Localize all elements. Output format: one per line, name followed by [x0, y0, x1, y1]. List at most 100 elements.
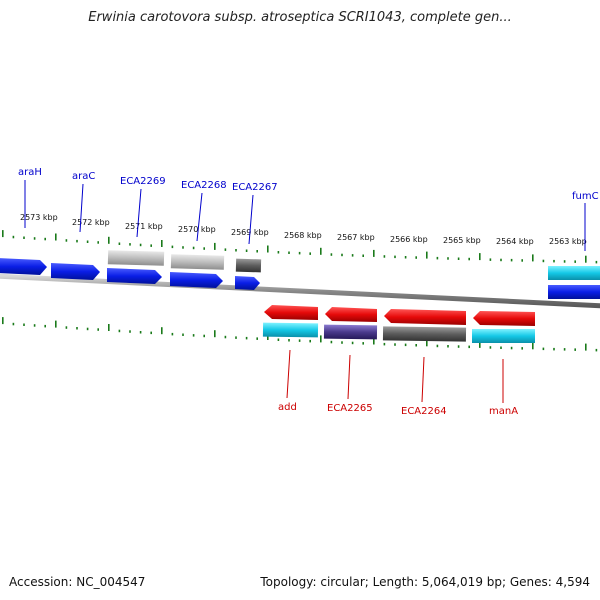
position-label: 2573 kbp [20, 213, 58, 222]
gene-label-fumc[interactable]: fumC [572, 191, 599, 202]
major-tick [108, 236, 110, 244]
minor-tick [65, 326, 68, 329]
major-tick [532, 254, 534, 262]
minor-tick [23, 323, 25, 326]
reverse-gene-labels: add ECA2265 ECA2264 manA [278, 402, 518, 417]
minor-tick [394, 343, 396, 346]
minor-tick [351, 341, 354, 345]
major-tick [214, 330, 216, 338]
minor-tick [574, 348, 576, 351]
position-label-group: 2573 kbp 2572 kbp 2571 kbp 2570 kbp 2569… [20, 213, 587, 246]
minor-tick [182, 246, 184, 249]
gene-label-add[interactable]: add [278, 402, 297, 413]
gene-feature-arrow[interactable] [264, 305, 318, 320]
minor-tick [171, 245, 174, 249]
minor-tick [245, 336, 248, 340]
minor-tick [489, 346, 492, 349]
minor-tick [203, 247, 205, 250]
reverse-gene-leaders [286, 349, 504, 403]
accession-text: Accession: NC_004547 [9, 575, 146, 589]
minor-tick [383, 255, 386, 258]
major-tick [108, 324, 110, 331]
minor-tick [97, 328, 99, 331]
minor-tick [256, 337, 258, 340]
minor-tick [500, 258, 502, 262]
minor-tick [404, 343, 407, 347]
major-tick [320, 247, 322, 255]
gene-label-eca2264[interactable]: ECA2264 [401, 406, 447, 417]
major-tick [214, 242, 216, 250]
gene-feature-block[interactable] [472, 329, 535, 343]
minor-tick [468, 345, 470, 349]
minor-tick [12, 322, 15, 326]
gene-feature-block[interactable] [548, 285, 600, 299]
gene-label-eca2267[interactable]: ECA2267 [232, 182, 278, 193]
minor-tick [44, 237, 46, 241]
gene-feature-arrow[interactable] [235, 276, 260, 290]
gene-feature-arrow[interactable] [170, 272, 223, 288]
minor-tick [351, 254, 354, 257]
genome-backbone [0, 273, 600, 309]
gene-feature-block[interactable] [548, 266, 600, 280]
position-label: 2570 kbp [178, 225, 216, 234]
gene-label-mana[interactable]: manA [489, 406, 518, 417]
major-tick [585, 255, 587, 263]
gene-label-eca2269[interactable]: ECA2269 [120, 176, 166, 187]
minor-tick [33, 324, 36, 327]
position-label: 2564 kbp [496, 237, 534, 246]
minor-tick [330, 253, 333, 256]
gene-feature-arrow[interactable] [51, 263, 100, 280]
gene-feature-block[interactable] [107, 250, 165, 266]
minor-tick [415, 344, 417, 347]
minor-tick [171, 332, 174, 336]
minor-tick [510, 346, 513, 350]
minor-tick [595, 348, 598, 352]
minor-tick [489, 258, 492, 261]
minor-tick [192, 246, 195, 250]
gene-label-eca2268[interactable]: ECA2268 [181, 180, 227, 191]
gene-feature-arrow[interactable] [0, 258, 47, 275]
gene-feature-arrow[interactable] [384, 309, 466, 325]
minor-tick [224, 248, 227, 251]
forward-strand-features [0, 250, 600, 299]
major-tick [55, 320, 57, 328]
minor-tick [224, 335, 227, 339]
reverse-strand-features [262, 305, 535, 343]
major-tick [532, 342, 534, 350]
gene-label-arac[interactable]: araC [72, 171, 95, 182]
gene-feature-arrow[interactable] [473, 311, 535, 326]
position-label: 2572 kbp [72, 218, 110, 227]
minor-tick [510, 258, 513, 262]
minor-tick [457, 345, 460, 348]
minor-tick [288, 251, 290, 254]
gene-label-arah[interactable]: araH [18, 167, 42, 178]
genome-summary-text: Topology: circular; Length: 5,064,019 bp… [260, 575, 590, 589]
position-label: 2567 kbp [337, 233, 375, 242]
gene-feature-block[interactable] [170, 254, 225, 270]
minor-tick [139, 243, 142, 247]
minor-tick [553, 259, 555, 263]
gene-feature-block[interactable] [323, 324, 378, 340]
major-tick [585, 343, 587, 351]
minor-tick [86, 240, 89, 243]
major-tick [2, 230, 4, 238]
minor-tick [129, 330, 131, 333]
minor-tick [277, 251, 280, 254]
gene-leader-line [79, 183, 84, 233]
gene-feature-block[interactable] [262, 322, 319, 338]
gene-leader-line [286, 349, 291, 399]
minor-tick [500, 346, 502, 349]
minor-tick [245, 249, 248, 252]
gene-feature-arrow[interactable] [325, 307, 377, 322]
major-tick [55, 233, 57, 241]
major-tick [479, 253, 481, 261]
gene-feature-block[interactable] [382, 326, 467, 342]
minor-tick [447, 257, 449, 260]
minor-tick [76, 327, 78, 330]
gene-label-eca2265[interactable]: ECA2265 [327, 403, 373, 414]
minor-tick [203, 334, 205, 338]
gene-feature-block[interactable] [235, 258, 262, 273]
gene-feature-arrow[interactable] [107, 268, 162, 284]
